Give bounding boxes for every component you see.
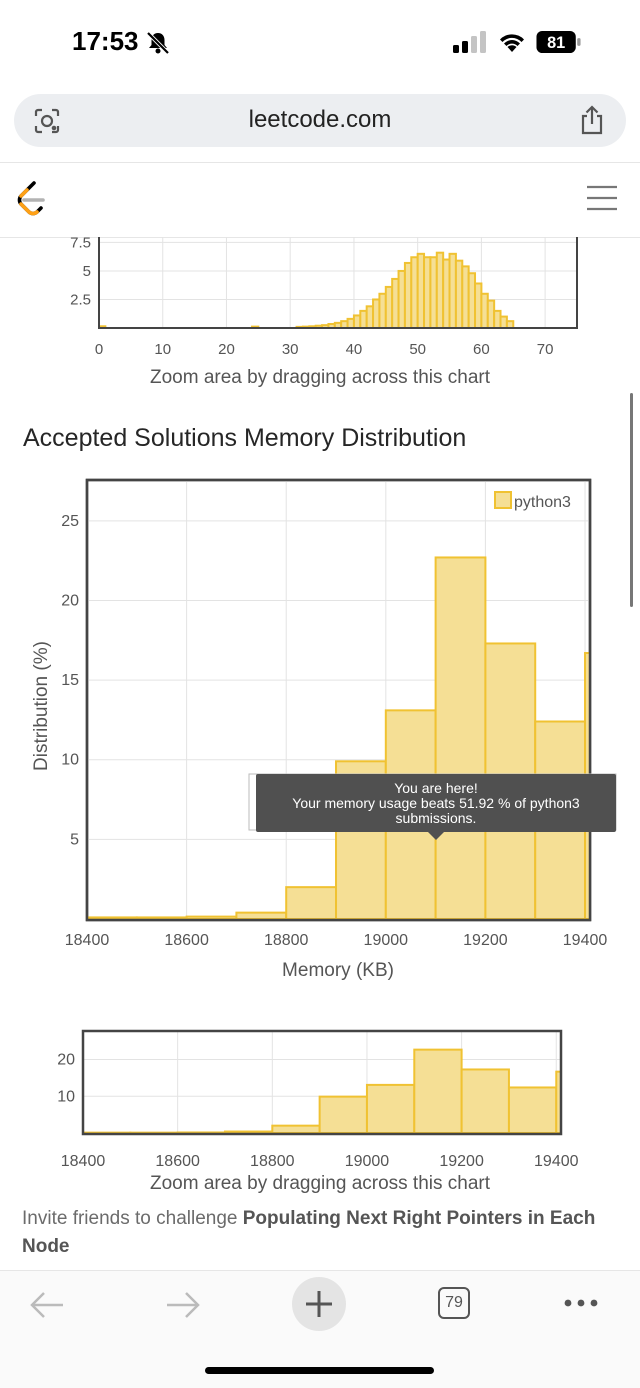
cellular-signal-icon — [453, 31, 487, 53]
x-tick-label: 70 — [537, 341, 554, 358]
y-tick-label: 10 — [61, 752, 79, 769]
x-tick-label: 10 — [154, 341, 171, 358]
chart-grid — [99, 237, 577, 328]
new-tab-button[interactable] — [292, 1277, 346, 1331]
share-icon[interactable] — [578, 104, 606, 136]
x-tick-label: 40 — [346, 341, 363, 358]
x-tick-label: 0 — [95, 341, 103, 358]
home-indicator[interactable] — [205, 1367, 434, 1374]
histogram-bar — [462, 1069, 509, 1133]
y-axis-label: Distribution (%) — [31, 641, 52, 771]
y-tick-label: 10 — [57, 1088, 75, 1105]
battery-level: 81 — [547, 34, 565, 52]
histogram-bar — [272, 1126, 319, 1133]
x-tick-label: 19000 — [345, 1153, 390, 1170]
wifi-icon — [497, 30, 527, 54]
histogram-bar — [367, 1085, 414, 1133]
memory-distribution-chart[interactable]: 5 10 15 20 25 18400 18600 18800 19000 19200 19400… — [0, 470, 640, 990]
y-tick-label: 25 — [61, 513, 79, 530]
x-tick-label: 50 — [409, 341, 426, 358]
leetcode-logo[interactable] — [14, 179, 48, 221]
x-tick-label: 18600 — [155, 1153, 200, 1170]
new-tab-plus-icon — [292, 1277, 346, 1331]
histogram-bar — [436, 557, 486, 919]
tooltip-line-2: Your memory usage beats 51.92 % of pytho… — [292, 795, 580, 811]
x-tick-label: 18800 — [250, 1153, 295, 1170]
histogram-bar — [414, 1050, 461, 1133]
invite-prefix: Invite friends to challenge — [22, 1208, 243, 1229]
x-tick-label: 19200 — [439, 1153, 484, 1170]
address-bar[interactable]: leetcode.com — [14, 94, 626, 147]
more-dots-icon[interactable] — [563, 1297, 599, 1309]
tab-count: 79 — [445, 1294, 463, 1311]
invite-text: Invite friends to challenge Populating N… — [22, 1205, 622, 1261]
x-tick-label: 60 — [473, 341, 490, 358]
hamburger-menu-icon[interactable] — [586, 185, 618, 211]
tooltip-line-1: You are here! — [394, 780, 478, 796]
y-tick-label: 15 — [61, 672, 79, 689]
tooltip: You are here! Your memory usage beats 51… — [249, 774, 616, 840]
legend-swatch — [495, 492, 511, 508]
tooltip-line-3: submissions. — [396, 810, 477, 826]
battery-icon: 81 — [536, 30, 582, 54]
chart-bars — [83, 1050, 561, 1133]
status-bar: 17:53 81 — [0, 0, 640, 88]
y-tick-label: 2.5 — [70, 291, 91, 308]
histogram-bar — [187, 917, 237, 919]
tabs-count-icon[interactable]: 79 — [438, 1287, 470, 1319]
x-tick-label: 19200 — [463, 932, 508, 949]
histogram-bar — [509, 1087, 556, 1133]
chart-legend[interactable]: python3 — [495, 492, 571, 511]
y-tick-label: 7.5 — [70, 237, 91, 251]
histogram-bar — [236, 913, 286, 919]
forward-arrow-icon[interactable] — [165, 1290, 201, 1320]
x-tick-label: 18400 — [61, 1153, 106, 1170]
zoom-caption-2: Zoom area by dragging across this chart — [0, 1173, 640, 1195]
runtime-zoom-chart[interactable]: 2.5 5 7.5 0 10 20 30 40 50 60 70 — [0, 237, 640, 362]
memory-zoom-chart[interactable]: 10 20 18400 18600 18800 19000 19200 19400 — [0, 1025, 640, 1170]
y-tick-label: 20 — [57, 1052, 75, 1069]
zoom-caption: Zoom area by dragging across this chart — [0, 367, 640, 389]
scroll-indicator[interactable] — [630, 393, 633, 607]
status-time: 17:53 — [72, 26, 139, 57]
histogram-bar — [320, 1097, 367, 1133]
bell-slash-icon — [145, 30, 171, 56]
x-tick-label: 19400 — [534, 1153, 579, 1170]
url-text[interactable]: leetcode.com — [14, 106, 626, 134]
y-tick-label: 5 — [70, 831, 79, 848]
histogram-bar — [286, 887, 336, 919]
site-header — [0, 162, 640, 238]
x-tick-label: 20 — [218, 341, 235, 358]
x-tick-label: 30 — [282, 341, 299, 358]
x-tick-label: 18800 — [264, 932, 309, 949]
x-tick-label: 19000 — [364, 932, 409, 949]
legend-python3: python3 — [514, 494, 571, 511]
x-axis-label: Memory (KB) — [282, 960, 394, 981]
x-tick-label: 19400 — [563, 932, 608, 949]
back-arrow-icon[interactable] — [29, 1290, 65, 1320]
y-tick-label: 5 — [83, 263, 91, 280]
x-tick-label: 18600 — [164, 932, 209, 949]
chart-bars — [99, 253, 513, 328]
x-tick-label: 18400 — [65, 932, 110, 949]
histogram-bar — [507, 321, 513, 328]
y-tick-label: 20 — [61, 592, 79, 609]
section-title: Accepted Solutions Memory Distribution — [23, 424, 466, 453]
